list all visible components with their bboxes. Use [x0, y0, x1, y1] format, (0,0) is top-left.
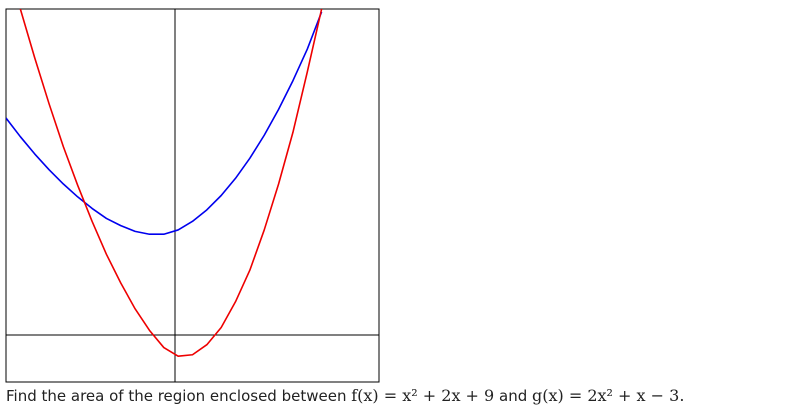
plot-frame [5, 8, 380, 383]
series-layer [6, 9, 323, 357]
question-prefix: Find the area of the region enclosed bet… [6, 387, 347, 405]
question-conj: and [499, 387, 528, 405]
g-expression: g(x) = 2x² + x − 3. [532, 386, 685, 405]
series-line-2 [19, 9, 323, 357]
f-expression: f(x) = x² + 2x + 9 [351, 386, 495, 405]
series-line-1 [6, 11, 323, 236]
graph [5, 8, 380, 383]
question-text: Find the area of the region enclosed bet… [6, 386, 684, 405]
